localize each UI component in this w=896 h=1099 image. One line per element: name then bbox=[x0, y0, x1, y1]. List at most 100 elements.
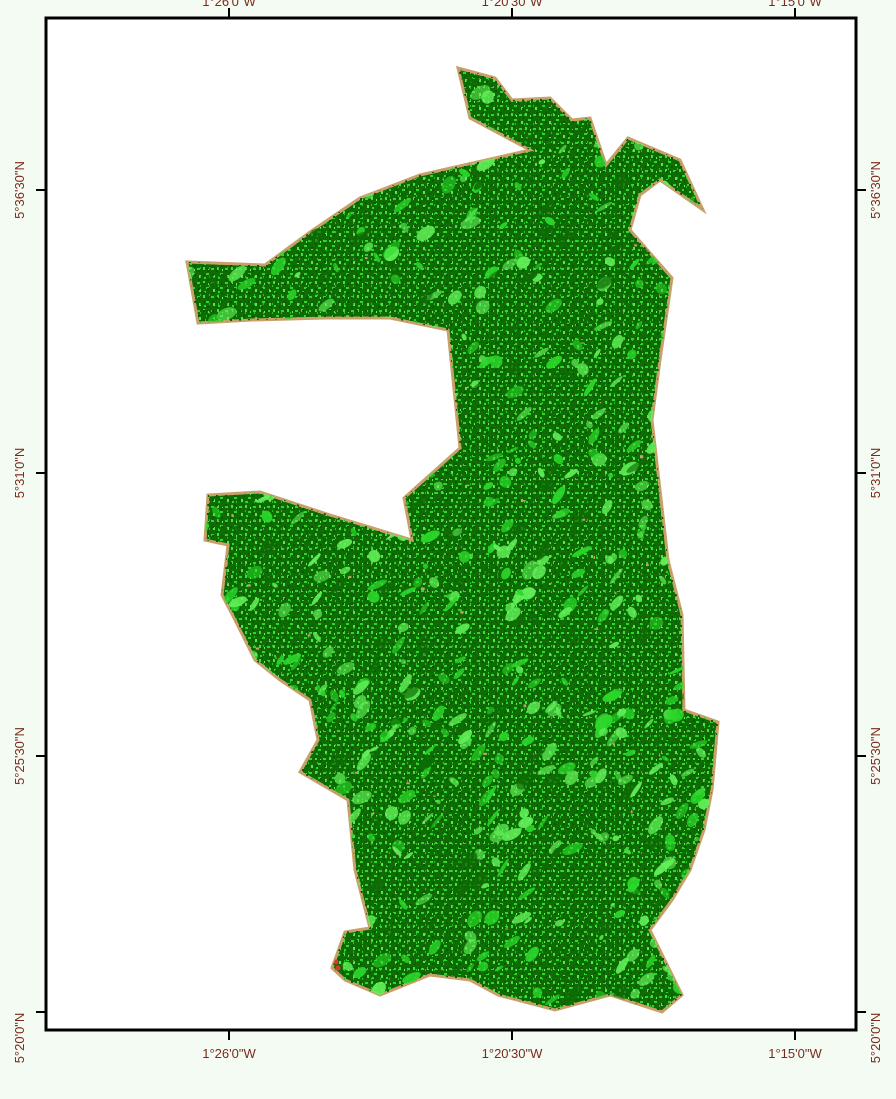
vegetation-patch bbox=[326, 768, 334, 773]
vegetation-patch bbox=[545, 700, 558, 713]
vegetation-patch bbox=[525, 946, 539, 962]
bare-soil-fleck bbox=[594, 628, 599, 630]
vegetation-patch bbox=[329, 701, 338, 713]
bare-soil-fleck bbox=[307, 634, 311, 637]
vegetation-patch bbox=[634, 480, 650, 492]
vegetation-patch bbox=[558, 559, 569, 568]
vegetation-patch bbox=[505, 602, 515, 612]
vegetation-patch bbox=[526, 701, 541, 715]
vegetation-patch bbox=[501, 567, 511, 580]
vegetation-patch bbox=[403, 717, 408, 722]
bare-soil-fleck bbox=[396, 852, 398, 855]
vegetation-patch bbox=[626, 461, 643, 473]
vegetation-patch bbox=[572, 340, 583, 351]
vegetation-patch bbox=[558, 762, 576, 775]
vegetation-patch bbox=[456, 576, 464, 584]
vegetation-patch bbox=[626, 948, 640, 962]
vegetation-patch bbox=[333, 262, 339, 273]
vegetation-patch bbox=[216, 307, 237, 321]
vegetation-patch bbox=[596, 274, 615, 289]
vegetation-patch bbox=[430, 721, 440, 732]
vegetation-patch bbox=[311, 591, 323, 606]
vegetation-patch bbox=[609, 568, 623, 584]
vegetation-patch bbox=[528, 749, 546, 763]
vegetation-patch bbox=[330, 538, 341, 550]
vegetation-patch bbox=[368, 549, 381, 563]
vegetation-patch bbox=[644, 837, 662, 850]
vegetation-patch bbox=[635, 613, 647, 620]
bare-soil-fleck bbox=[612, 743, 615, 746]
vegetation-patch bbox=[520, 173, 536, 185]
vegetation-patch bbox=[261, 510, 273, 523]
vegetation-patch bbox=[612, 835, 620, 842]
vegetation-patch bbox=[484, 266, 498, 279]
vegetation-patch bbox=[665, 834, 675, 845]
vegetation-patch bbox=[598, 728, 609, 737]
vegetation-patch bbox=[582, 710, 596, 717]
vegetation-patch bbox=[331, 756, 348, 768]
vegetation-patch bbox=[336, 662, 355, 675]
vegetation-patch bbox=[313, 609, 323, 619]
bare-soil-fleck bbox=[483, 752, 487, 755]
vegetation-patch bbox=[554, 231, 573, 246]
vegetation-patch bbox=[508, 522, 526, 535]
vegetation-patch bbox=[591, 408, 606, 420]
vegetation-patch bbox=[438, 673, 450, 684]
vegetation-patch bbox=[538, 159, 546, 165]
vegetation-patch bbox=[630, 729, 642, 746]
lon-label-top-2: 1°20'30"W bbox=[482, 0, 543, 9]
vegetation-patch bbox=[623, 708, 635, 720]
vegetation-patch bbox=[455, 623, 470, 634]
bare-soil-fleck bbox=[614, 592, 617, 595]
vegetation-patch bbox=[330, 690, 339, 702]
vegetation-patch bbox=[545, 298, 562, 313]
vegetation-patch bbox=[378, 582, 396, 592]
lat-label-right-1: 5°36'30"N bbox=[868, 161, 883, 219]
vegetation-patch bbox=[502, 828, 522, 841]
vegetation-patch bbox=[627, 876, 640, 890]
vegetation-patch bbox=[409, 498, 428, 510]
vegetation-patch bbox=[615, 957, 629, 974]
vegetation-patch bbox=[458, 550, 471, 563]
vegetation-patch bbox=[336, 538, 353, 549]
vegetation-patch bbox=[228, 596, 247, 608]
vegetation-patch bbox=[514, 182, 522, 191]
bare-soil-fleck bbox=[658, 754, 661, 757]
vegetation-patch bbox=[637, 529, 645, 539]
vegetation-patch bbox=[258, 540, 277, 556]
vegetation-patch bbox=[607, 245, 621, 254]
vegetation-patch bbox=[528, 430, 537, 440]
vegetation-patch bbox=[545, 371, 564, 381]
vegetation-patch bbox=[548, 461, 561, 475]
vegetation-patch bbox=[342, 961, 353, 971]
vegetation-patch bbox=[339, 566, 351, 575]
vegetation-patch bbox=[615, 727, 628, 739]
vegetation-patch bbox=[320, 271, 330, 279]
vegetation-patch bbox=[686, 812, 699, 828]
vegetation-patch bbox=[546, 773, 562, 785]
vegetation-patch bbox=[608, 472, 614, 478]
vegetation-patch bbox=[419, 924, 430, 933]
vegetation-patch bbox=[497, 858, 509, 878]
vegetation-patch bbox=[382, 241, 400, 258]
bare-soil-fleck bbox=[363, 618, 367, 621]
vegetation-patch bbox=[351, 790, 372, 805]
lat-label-right-3: 5°25'30"N bbox=[868, 727, 883, 785]
vegetation-patch bbox=[475, 300, 490, 315]
vegetation-patch bbox=[689, 740, 708, 749]
vegetation-patch bbox=[508, 468, 518, 477]
vegetation-patch bbox=[491, 857, 501, 867]
lon-label-bottom-2: 1°20'30"W bbox=[482, 1046, 543, 1061]
vegetation-patch bbox=[397, 622, 409, 632]
vegetation-patch bbox=[429, 577, 440, 588]
vegetation-patch bbox=[517, 887, 536, 900]
vegetation-patch bbox=[639, 915, 649, 926]
vegetation-patch bbox=[473, 826, 483, 835]
vegetation-patch bbox=[486, 706, 494, 715]
vegetation-patch bbox=[508, 323, 520, 333]
vegetation-patch bbox=[467, 910, 482, 927]
vegetation-patch bbox=[365, 722, 377, 732]
vegetation-patch bbox=[514, 457, 521, 464]
vegetation-patch bbox=[511, 676, 520, 686]
vegetation-patch bbox=[490, 215, 497, 222]
